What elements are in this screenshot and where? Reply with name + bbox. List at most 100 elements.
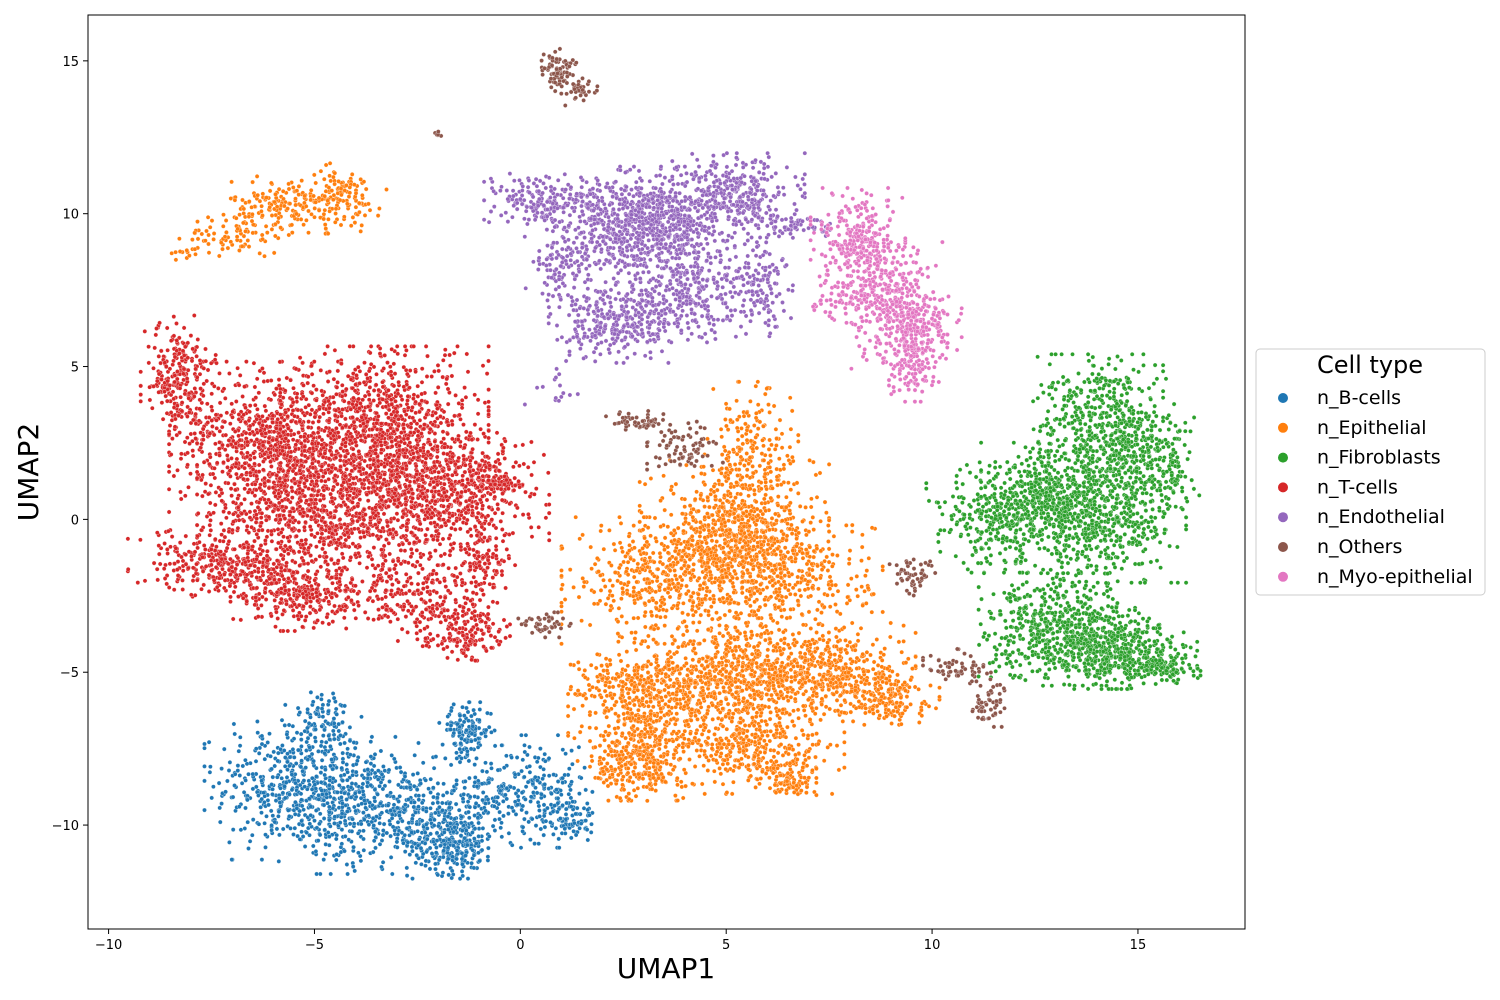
data-point (483, 808, 488, 814)
data-point (381, 764, 386, 769)
data-point (301, 778, 307, 783)
data-point (740, 590, 745, 596)
data-point (810, 515, 816, 520)
data-point (299, 758, 304, 763)
data-point (269, 827, 274, 833)
data-point (755, 402, 761, 407)
data-point (826, 529, 832, 534)
data-point (687, 503, 693, 508)
data-point (750, 566, 756, 572)
data-point (801, 708, 807, 713)
data-point (315, 838, 321, 843)
data-point (422, 841, 428, 846)
data-point (690, 474, 696, 480)
data-point (331, 197, 336, 202)
data-point (293, 761, 299, 766)
data-point (666, 578, 672, 583)
data-point (702, 638, 707, 643)
data-point (746, 493, 751, 499)
data-point (753, 499, 759, 505)
data-point (358, 858, 364, 864)
data-point (859, 584, 864, 589)
data-point (528, 794, 534, 800)
data-point (357, 209, 362, 215)
data-point (230, 827, 236, 832)
data-point (713, 532, 718, 538)
data-point (777, 456, 782, 461)
data-point (480, 826, 486, 831)
data-point (774, 474, 780, 480)
data-point (643, 624, 648, 630)
data-point (781, 462, 787, 468)
data-point (723, 623, 729, 629)
data-point (556, 845, 562, 850)
data-point (620, 589, 626, 595)
data-point (322, 176, 327, 182)
data-point (563, 816, 569, 822)
data-point (427, 845, 433, 851)
data-point (455, 721, 460, 727)
data-point (702, 596, 708, 602)
data-point (256, 793, 261, 798)
data-point (706, 608, 711, 614)
data-point (679, 566, 684, 571)
data-point (683, 519, 688, 525)
data-point (326, 733, 331, 739)
data-point (864, 568, 870, 573)
data-point (736, 379, 742, 385)
data-point (314, 825, 320, 831)
data-point (759, 451, 765, 456)
data-point (268, 754, 273, 759)
data-point (444, 790, 450, 795)
data-point (356, 200, 362, 206)
data-point (798, 593, 804, 599)
data-point (757, 419, 763, 425)
data-point (830, 564, 835, 569)
data-point (471, 853, 477, 858)
data-point (297, 710, 303, 715)
data-point (717, 710, 723, 715)
data-point (192, 230, 197, 236)
data-point (744, 473, 750, 479)
data-point (328, 824, 333, 829)
data-point (668, 531, 674, 536)
data-point (347, 725, 353, 730)
data-point (731, 447, 736, 452)
data-point (662, 547, 667, 552)
data-point (513, 812, 519, 817)
data-point (634, 579, 639, 585)
data-point (433, 850, 439, 855)
data-point (431, 765, 437, 771)
data-point (235, 763, 241, 768)
data-point (346, 837, 351, 842)
data-point (681, 601, 686, 606)
data-point (433, 810, 438, 816)
data-point (766, 704, 772, 710)
data-point (854, 587, 859, 592)
data-point (709, 538, 715, 543)
data-point (714, 553, 719, 558)
data-point (732, 533, 737, 538)
data-point (307, 832, 312, 838)
data-point (225, 778, 230, 784)
data-point (695, 541, 700, 546)
data-point (542, 751, 547, 757)
data-point (442, 830, 447, 835)
data-point (451, 730, 457, 736)
data-point (344, 797, 349, 802)
data-point (849, 576, 854, 581)
data-point (340, 750, 345, 756)
data-point (722, 556, 728, 562)
data-point (271, 250, 277, 256)
data-point (698, 525, 703, 530)
data-point (327, 173, 332, 179)
data-point (740, 441, 746, 447)
data-point (231, 721, 237, 727)
data-point (686, 564, 691, 569)
data-point (702, 514, 708, 520)
data-point (760, 438, 765, 443)
data-point (699, 540, 705, 545)
data-point (447, 801, 452, 807)
data-point (672, 638, 678, 643)
data-point (764, 692, 769, 697)
